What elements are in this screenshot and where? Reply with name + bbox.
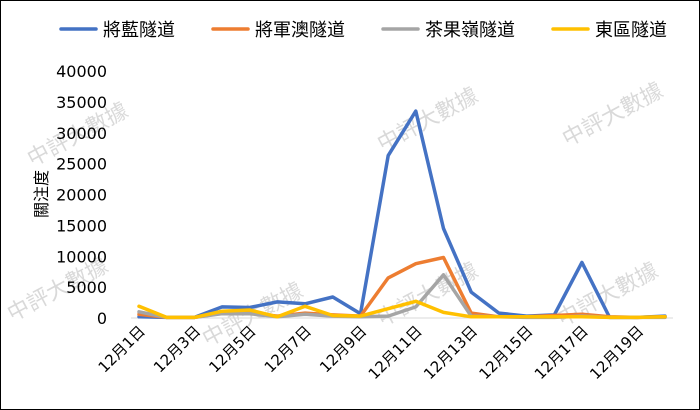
x-tick-label: 12月7日 [261,322,315,376]
y-tick-label: 20000 [56,186,107,205]
x-tick-label: 12月19日 [586,322,647,383]
x-tick-label: 12月15日 [475,322,536,383]
watermark-text: 中評大數據 [554,258,663,332]
y-tick-label: 10000 [56,247,107,266]
watermark-text: 中評大數據 [374,83,483,157]
x-tick-label: 12月13日 [420,322,481,383]
y-axis-label: 關注度 [32,170,51,218]
y-tick-label: 40000 [56,62,107,81]
y-axis-ticks: 0 5000 10000 15000 20000 25000 30000 35000 40000 [56,62,107,328]
x-tick-label: 12月3日 [150,322,204,376]
legend: 將藍隧道 將軍澳隧道 茶果嶺隧道 東區隧道 [59,20,667,41]
x-tick-label: 12月1日 [95,322,149,376]
y-tick-label: 5000 [66,278,107,297]
legend-label: 東區隧道 [595,20,667,41]
legend-label: 將軍澳隧道 [255,20,345,41]
y-tick-label: 25000 [56,155,107,174]
legend-label: 茶果嶺隧道 [425,20,515,41]
watermark-text: 中評大數據 [559,78,668,152]
series-layer [137,109,667,320]
y-tick-label: 35000 [56,93,107,112]
y-tick-label: 30000 [56,124,107,143]
y-tick-label: 15000 [56,216,107,235]
series-line [137,299,667,320]
x-tick-label: 12月11日 [365,322,426,383]
x-tick-label: 12月17日 [531,322,592,383]
x-tick-label: 12月9日 [316,322,370,376]
series-line [137,109,667,320]
legend-label: 將藍隧道 [103,20,175,41]
y-tick-label: 0 [97,309,107,328]
